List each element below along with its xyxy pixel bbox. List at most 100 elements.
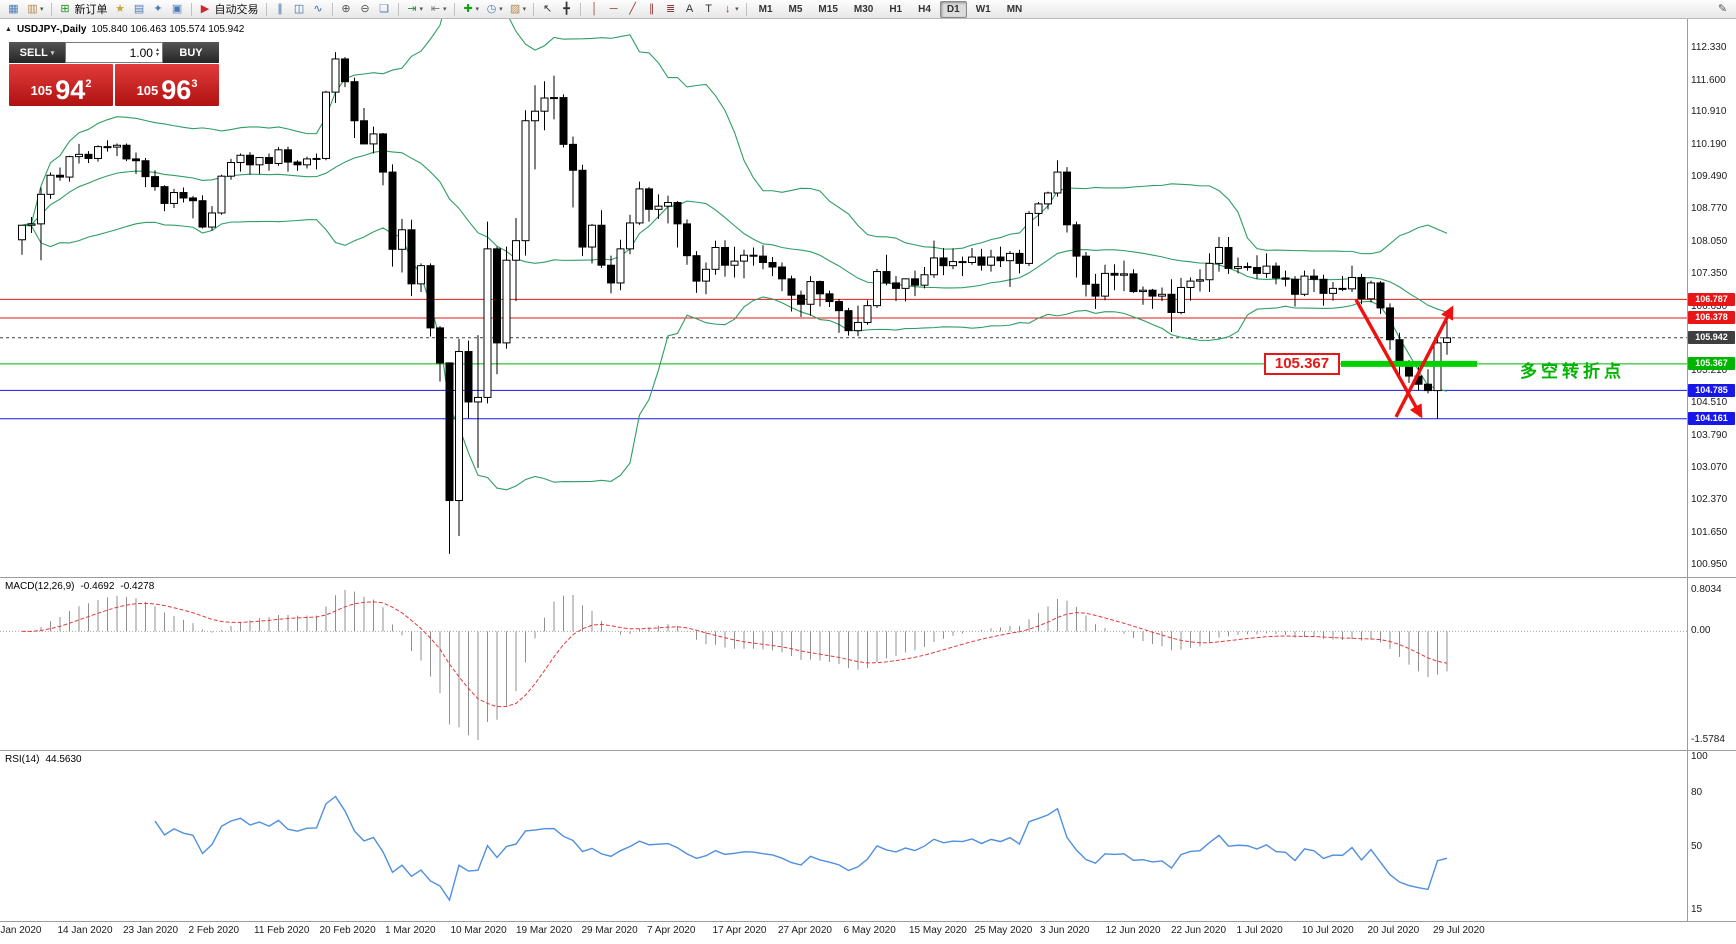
auto-scroll-icon: ⇥ [407,3,417,15]
terminal-button[interactable]: ▣ [168,1,187,18]
auto-trading-label: 自动交易 [214,4,259,16]
new-order-button[interactable]: ⊞ 新订单 [56,1,111,18]
dropdown-caret-icon: ▾ [499,6,503,13]
timeframe-m5-button[interactable]: M5 [788,3,803,15]
volume-input[interactable]: 1.00 ▴ ▾ [65,42,163,63]
tile-windows-button[interactable]: ❏ [375,1,394,18]
new-order-icon: ⊞ [60,3,70,15]
macd-value-2: -0.4278 [120,581,155,592]
candlestick-mode-button[interactable]: ◫ [290,1,309,18]
sell-button[interactable]: SELL ▾ [9,42,65,63]
timeframe-m1-button[interactable]: M1 [758,3,773,15]
bar-chart-mode-button[interactable]: ∥ [271,1,290,18]
terminal-icon: ▣ [171,3,183,15]
bollinger-middle [21,150,1448,313]
price-axis-label: 108.770 [1691,203,1728,215]
auto-scroll-button[interactable]: ⇥ ▾ [403,1,427,18]
date-axis[interactable]: 5 Jan 2020 14 Jan 2020 23 Jan 2020 2 Feb 20… [0,925,1687,941]
trendline-tool-button[interactable]: ╱ [623,1,642,18]
rsi-line [154,795,1448,902]
dropdown-caret-icon: ▾ [522,6,527,13]
cursor-tool-icon: ↖ [542,3,553,15]
buy-price-main: 105 [136,83,159,98]
date-axis-label: 6 May 2020 [843,925,896,936]
price-axis-label: 108.050 [1691,236,1728,248]
price-tag-104.161: 104.161 [1688,412,1735,426]
dropdown-caret-icon: ▾ [419,6,424,13]
turning-point-note[interactable]: 多空转折点 [1520,361,1625,381]
price-axis-label: 110.910 [1691,106,1727,118]
macd-axis-label: 0.8034 [1691,584,1722,595]
vertical-line-tool-button[interactable]: │ [585,1,604,18]
one-click-trading-panel: SELL ▾ 1.00 ▴ ▾ BUY 105 94 2 105 96 3 [9,42,219,106]
zoom-out-icon: ⊖ [360,3,370,15]
volume-value: 1.00 [129,45,153,60]
chart-shift-button[interactable]: ⇤ ▾ [426,1,450,18]
bar-chart-mode-icon: ∥ [277,3,283,15]
edit-button[interactable]: ✎ [1713,1,1732,18]
buy-price-panel[interactable]: 105 96 3 [115,64,219,106]
price-axis[interactable]: 112.330 111.600 110.910 110.190 109.490 108.7… [1688,0,1736,944]
period-selector-icon: ◷ [486,3,497,15]
price-level-annotation[interactable]: 105.367 [1264,352,1340,375]
text-tool-icon: A [685,3,694,15]
label-tool-button[interactable]: T [699,1,718,18]
panel-separators [0,19,1736,922]
buy-button[interactable]: BUY [163,42,219,63]
arrows-tool-icon: ↓ [724,3,731,15]
expand-arrow-icon[interactable]: ▲ [5,26,12,33]
market-watch-button[interactable]: ▤ [130,1,149,18]
buy-price-point: 3 [191,78,198,90]
main-price-chart[interactable] [0,0,1687,554]
toolbar-separator [453,2,455,16]
timeframe-mn-button[interactable]: MN [1006,3,1023,15]
auto-trading-button[interactable]: ▶ 自动交易 [196,1,262,18]
horizontal-line-tool-button[interactable]: ─ [604,1,623,18]
sell-price-panel[interactable]: 105 94 2 [9,64,113,106]
price-axis-label: 102.370 [1691,494,1728,506]
symbol-info-bar: ▲ USDJPY-,Daily 105.840 106.463 105.574 … [5,24,244,35]
timeframe-h1-button[interactable]: H1 [889,3,903,15]
dropdown-caret-icon: ▾ [475,6,480,13]
add-indicator-icon: ✚ [463,3,473,15]
timeframe-w1-button[interactable]: W1 [975,3,991,15]
date-axis-label: 1 Mar 2020 [385,925,436,936]
price-axis-label: 100.950 [1691,558,1728,570]
price-tag-106.787: 106.787 [1688,292,1735,306]
new-chart-button[interactable]: ▦ [4,1,23,18]
date-axis-label: 11 Feb 2020 [254,925,310,936]
navigator-button[interactable]: ✦ [149,1,168,18]
add-indicator-button[interactable]: ✚ ▾ [459,1,483,18]
metaeditor-button[interactable]: ★ [111,1,130,18]
macd-panel[interactable] [0,590,1687,740]
toolbar-separator [533,2,535,16]
period-selector-button[interactable]: ◷ ▾ [482,1,506,18]
timeframe-m30-button[interactable]: M30 [853,3,874,15]
text-tool-button[interactable]: A [680,1,699,18]
date-axis-label: 25 May 2020 [974,925,1033,936]
price-axis-label: 103.070 [1691,462,1728,474]
volume-spinner[interactable]: ▴ ▾ [155,46,159,58]
rsi-panel[interactable] [154,795,1448,902]
timeframe-d1-button[interactable]: D1 [939,0,967,18]
zoom-in-button[interactable]: ⊕ [337,1,356,18]
template-selector-button[interactable]: ▨ ▾ [506,1,530,18]
arrows-tool-button[interactable]: ↓ ▾ [718,1,742,18]
channel-tool-button[interactable]: ∥ [642,1,661,18]
timeframe-h4-button[interactable]: H4 [918,3,931,15]
spinner-up-icon[interactable]: ▴ [155,46,159,53]
spinner-down-icon[interactable]: ▾ [155,51,159,58]
fibonacci-tool-button[interactable]: ≣ [661,1,680,18]
cursor-tool-button[interactable]: ↖ [538,1,557,18]
price-tag-104.785: 104.785 [1688,383,1735,397]
zoom-out-button[interactable]: ⊖ [356,1,375,18]
buy-price-pips: 96 [161,75,192,105]
crosshair-tool-button[interactable]: ╋ [557,1,576,18]
trend-arrows[interactable] [1354,298,1454,419]
line-chart-mode-button[interactable]: ∿ [309,1,328,18]
chart-profiles-button[interactable]: ▥ ▾ [23,1,47,18]
trend-arrow-1 [1354,298,1423,419]
timeframe-m15-button[interactable]: M15 [818,3,838,15]
chart-profiles-icon: ▥ [27,3,38,15]
